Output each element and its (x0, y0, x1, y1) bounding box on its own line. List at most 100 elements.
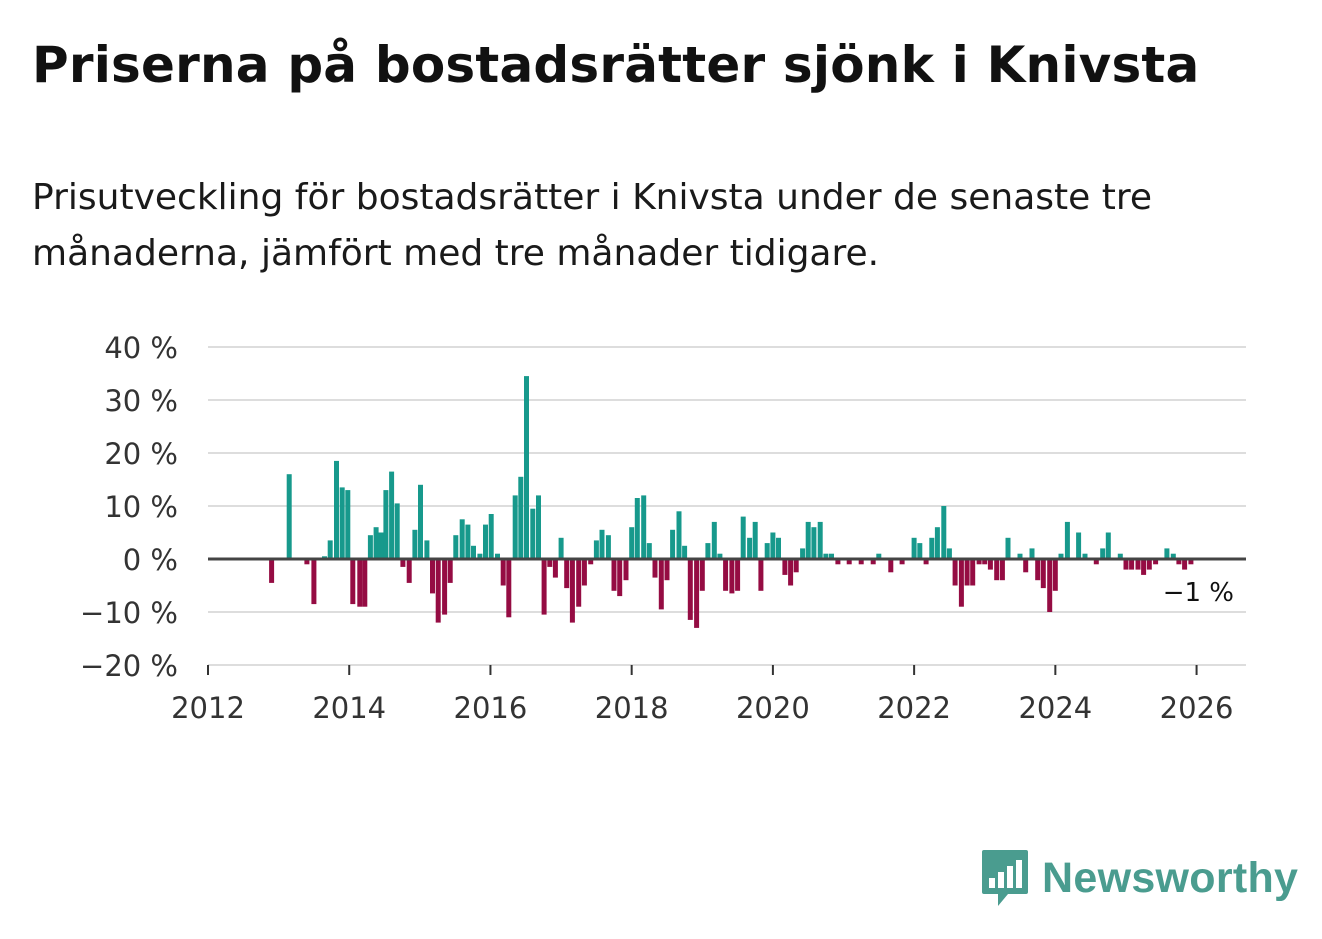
bar (699, 559, 705, 591)
bar (1029, 548, 1035, 559)
bar (339, 487, 345, 559)
bar (599, 529, 605, 559)
bar (459, 519, 465, 560)
bar (430, 559, 435, 594)
bar (723, 559, 729, 591)
bar (670, 529, 676, 559)
bar (1082, 553, 1088, 559)
y-tick-label: 20 % (104, 437, 178, 471)
bar (383, 490, 389, 559)
bar (558, 537, 564, 559)
bar (858, 559, 864, 565)
bar (917, 543, 923, 559)
bar (304, 559, 310, 565)
bar (823, 553, 829, 559)
bar (500, 559, 506, 586)
bar (530, 508, 536, 559)
bar (1176, 559, 1182, 565)
bar (717, 553, 723, 559)
bar (605, 535, 611, 559)
bar (400, 559, 406, 567)
bar (465, 524, 471, 559)
bar (899, 559, 905, 565)
bar (694, 559, 700, 628)
bar (835, 559, 841, 565)
bar (982, 559, 988, 565)
bar (735, 559, 741, 591)
bar (1100, 548, 1106, 559)
bar (888, 559, 894, 573)
bar (1093, 559, 1099, 565)
bar (911, 537, 917, 559)
bar (512, 495, 518, 559)
newsworthy-logo-icon (982, 850, 1028, 906)
bar (471, 545, 476, 560)
bar (1064, 521, 1070, 559)
bar (269, 559, 275, 583)
bar (952, 559, 958, 586)
bar (987, 559, 993, 570)
last-value-label: −1 % (1163, 578, 1234, 608)
bar (705, 543, 711, 559)
x-tick-label: 2018 (595, 691, 669, 725)
bar (964, 559, 970, 586)
bar (682, 545, 688, 560)
bar (327, 540, 333, 559)
bar (506, 559, 512, 618)
bar (876, 553, 882, 559)
newsworthy-logo: Newsworthy (980, 848, 1298, 908)
bar (617, 559, 623, 597)
bar (378, 532, 384, 559)
bar (1005, 537, 1011, 559)
bar (442, 559, 448, 615)
bar (541, 559, 547, 615)
bar (518, 476, 524, 559)
bar (729, 559, 735, 594)
bar (1135, 559, 1141, 570)
chart-title: Priserna på bostadsrätter sjönk i Knivst… (32, 36, 1200, 94)
y-axis-labels: 40 % 30 % 20 % 10 % 0 % −10 % −20 % (80, 331, 178, 683)
bar (740, 516, 746, 559)
bar (846, 559, 852, 565)
bar (811, 527, 817, 559)
bar-chart: 40 %30 %20 %10 %0 %−10 %−20 % 2012 2014 20… (80, 331, 1246, 725)
bar (1105, 532, 1111, 559)
bar (367, 535, 373, 559)
bar (1188, 559, 1194, 565)
bar (641, 495, 647, 559)
bar (652, 559, 658, 578)
bar (373, 527, 379, 559)
x-axis: 2012 2014 2016 2018 2020 2022 2024 2026 (171, 557, 1246, 725)
bar (958, 559, 964, 607)
bar (477, 553, 483, 559)
bar (334, 460, 339, 559)
y-tick-label: 40 % (104, 331, 178, 365)
bar (593, 540, 599, 559)
bar (1035, 559, 1041, 581)
bar (569, 559, 575, 623)
bar (495, 553, 500, 559)
bar (345, 490, 351, 559)
bar (1047, 559, 1053, 612)
bar (782, 559, 788, 575)
bar (1052, 559, 1058, 591)
bar (552, 559, 558, 578)
x-tick-label: 2022 (877, 691, 951, 725)
x-tick-label: 2024 (1018, 691, 1092, 725)
bar (1017, 553, 1023, 559)
bar (634, 498, 640, 559)
bar (1146, 559, 1152, 570)
bar (524, 376, 529, 559)
bar (946, 548, 952, 559)
chart-subtitle: Prisutveckling för bostadsrätter i Knivs… (32, 177, 1153, 274)
bar (770, 532, 776, 559)
bar (994, 559, 1000, 581)
bar (752, 521, 758, 559)
bar (1040, 559, 1046, 589)
bar (934, 527, 940, 559)
bar (1023, 559, 1029, 573)
bar (623, 559, 629, 581)
bar (311, 559, 317, 605)
y-tick-label: 0 % (123, 543, 178, 577)
bar (1164, 548, 1170, 559)
